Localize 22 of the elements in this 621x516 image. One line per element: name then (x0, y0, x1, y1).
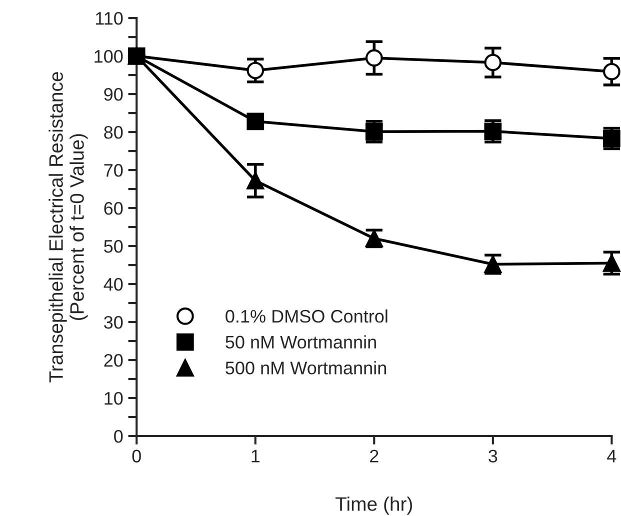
x-tick-label: 1 (252, 450, 260, 462)
y-tick-label: 20 (104, 354, 123, 367)
x-tick-label: 4 (607, 450, 616, 462)
x-tick-label: 2 (370, 450, 378, 462)
x-axis-title: Time (hr) (336, 496, 412, 515)
y-tick-label: 0 (114, 430, 123, 443)
x-tick-label: 0 (132, 450, 141, 462)
legend-label: 50 nM Wortmannin (226, 335, 376, 349)
y-tick-label: 80 (104, 126, 123, 139)
y-tick-label: 70 (104, 164, 123, 177)
y-tick-label: 10 (104, 392, 123, 405)
legend-label: 500 nM Wortmannin (226, 361, 386, 374)
y-tick-label: 110 (96, 12, 123, 25)
y-tick-label: 50 (104, 240, 123, 253)
y-tick-label: 60 (104, 202, 123, 215)
x-tick-label: 3 (488, 450, 498, 462)
y-tick-label: 90 (104, 88, 123, 101)
y-tick-label: 100 (94, 50, 123, 63)
y-axis-title: Transepithelial Electrical Resistance (Percent of t=0 Value) (48, 72, 88, 382)
y-tick-label: 40 (104, 278, 123, 291)
y-tick-label: 30 (104, 316, 123, 329)
legend-label: 0.1% DMSO Control (226, 309, 388, 323)
